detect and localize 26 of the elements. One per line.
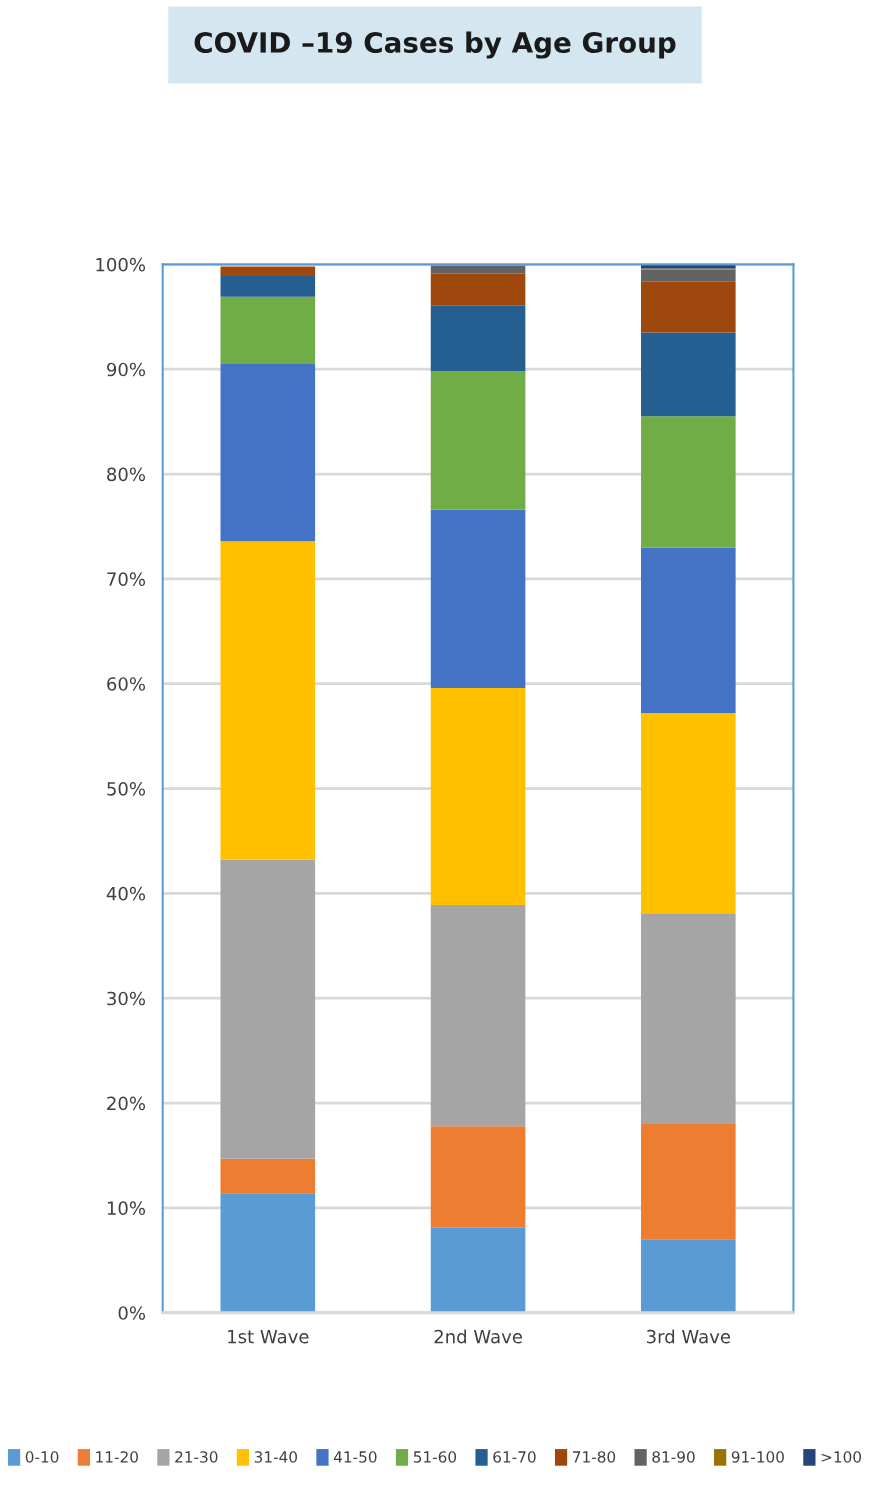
y-tick-label: 20% (107, 1096, 146, 1111)
legend-label: >100 (821, 1451, 862, 1463)
y-tick-label: 10% (107, 1201, 146, 1216)
legend-label: 11-20 (96, 1451, 138, 1463)
y-tick-label: 80% (107, 467, 146, 482)
y-tick-label: 60% (107, 677, 146, 691)
legend-label: 41-50 (333, 1451, 377, 1463)
y-tick-label: 40% (106, 886, 146, 901)
y-tick-label: 30% (107, 991, 146, 1006)
x-tick-label: 1st Wave (228, 1329, 309, 1344)
chart-title: COVID –19 Cases by Age Group (194, 31, 676, 59)
legend-label: 0-10 (25, 1451, 59, 1463)
y-tick-label: 0% (118, 1306, 146, 1320)
legend-label: 91-100 (731, 1451, 784, 1463)
legend-label: 51-60 (413, 1451, 457, 1463)
y-tick-label: 70% (107, 572, 146, 586)
y-tick-label: 90% (107, 362, 146, 377)
legend-label: 31-40 (254, 1451, 298, 1463)
y-tick-label: 50% (107, 782, 146, 796)
y-tick-label: 100% (96, 257, 146, 272)
x-tick-label: 2nd Wave (434, 1329, 522, 1344)
legend-label: 81-90 (652, 1451, 695, 1463)
legend-label: 21-30 (175, 1451, 218, 1463)
legend-label: 71-80 (573, 1451, 616, 1463)
legend-label: 61-70 (493, 1451, 536, 1463)
x-tick-label: 3rd Wave (647, 1329, 731, 1344)
